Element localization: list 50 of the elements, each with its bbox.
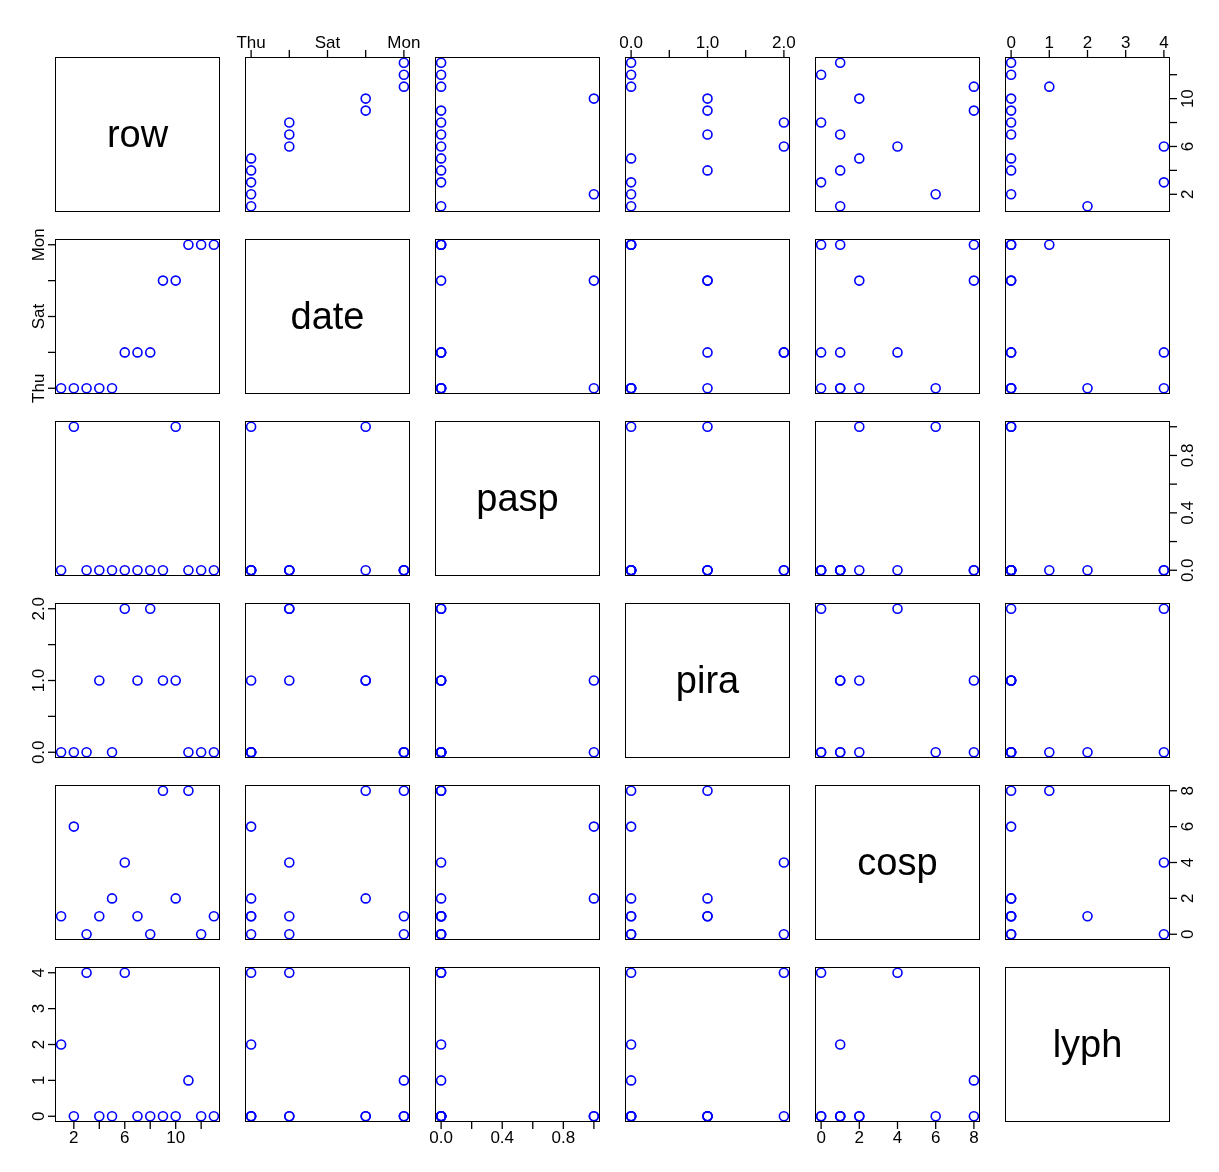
- y-tick-label: 1.0: [29, 668, 48, 693]
- y-tick-label: 0: [1178, 929, 1197, 939]
- y-tick-label: 8: [1178, 786, 1197, 796]
- y-tick-label: Mon: [29, 228, 48, 262]
- y-tick-label: 4: [1178, 857, 1197, 868]
- x-tick-label: 6: [930, 1128, 941, 1148]
- y-tick-label: 6: [1178, 821, 1197, 832]
- x-tick-label: 3: [1120, 33, 1131, 52]
- y-tick-label: 1: [29, 1075, 48, 1086]
- y-tick-label: 0.8: [1178, 443, 1197, 468]
- x-tick-label: 0: [1006, 33, 1016, 52]
- x-tick-label: 2: [69, 1128, 79, 1148]
- y-tick-label: 0.0: [29, 740, 48, 765]
- y-tick-label: 4: [29, 968, 48, 978]
- y-tick-label: 0.4: [1178, 501, 1197, 525]
- text: pasp: [476, 477, 559, 520]
- x-tick-label: 1: [1044, 33, 1055, 52]
- y-tick-label: Thu: [29, 373, 48, 403]
- x-tick-label: 0.0: [619, 33, 643, 52]
- y-tick-label: Sat: [29, 303, 48, 330]
- x-tick-label: 4: [892, 1128, 903, 1148]
- y-tick-label: 0: [29, 1111, 48, 1121]
- x-tick-label: 0.4: [490, 1128, 515, 1148]
- x-tick-label: 2.0: [772, 33, 796, 52]
- x-tick-label: 8: [969, 1128, 979, 1148]
- x-tick-label: 1.0: [695, 33, 720, 52]
- y-tick-label: 2: [29, 1039, 48, 1050]
- text: row: [106, 113, 169, 156]
- x-tick-label: Thu: [236, 33, 266, 52]
- x-tick-label: 2: [854, 1128, 865, 1148]
- x-tick-label: 0.8: [551, 1128, 576, 1148]
- y-tick-label: 2.0: [29, 596, 48, 621]
- x-tick-label: 6: [120, 1128, 130, 1148]
- y-tick-label: 2: [1178, 893, 1197, 904]
- x-tick-label: 4: [1159, 33, 1169, 52]
- y-tick-label: 10: [1178, 89, 1197, 109]
- x-tick-label: 10: [166, 1128, 186, 1148]
- x-tick-label: 2: [1082, 33, 1093, 52]
- y-tick-label: 2: [1178, 189, 1197, 200]
- y-tick-label: 0.0: [1178, 558, 1197, 583]
- x-tick-label: Sat: [314, 33, 341, 52]
- text: pira: [675, 659, 740, 702]
- y-tick-label: 6: [1178, 141, 1197, 152]
- text: date: [290, 295, 365, 338]
- text: cosp: [857, 841, 938, 884]
- x-tick-label: 0: [816, 1128, 826, 1148]
- x-tick-label: 0.0: [429, 1128, 453, 1148]
- x-tick-label: Mon: [387, 33, 421, 52]
- text: lyph: [1052, 1023, 1123, 1066]
- y-tick-label: 3: [29, 1003, 48, 1014]
